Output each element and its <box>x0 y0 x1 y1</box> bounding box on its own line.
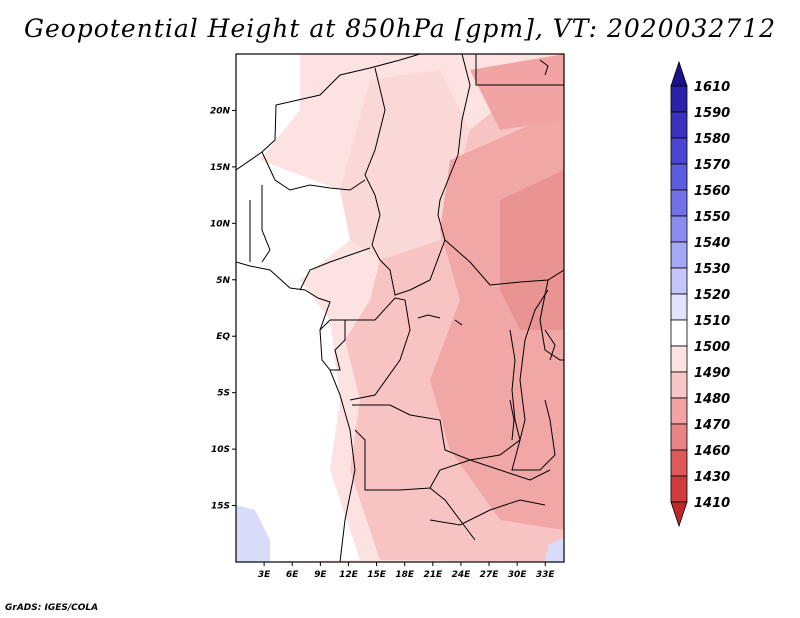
lat-tick-label: 15S <box>211 502 230 512</box>
colorbar-label: 1570 <box>694 158 730 173</box>
colorbar-swatch <box>670 319 688 347</box>
lon-tick-label: 21E <box>423 570 443 580</box>
border-sudan-east <box>475 54 564 86</box>
colorbar-swatch <box>670 189 688 217</box>
lon-tick-label: 27E <box>480 570 500 580</box>
field-region-1520-se <box>545 538 564 562</box>
lat-tick-label: 5N <box>216 276 230 286</box>
colorbar-label: 1530 <box>694 262 730 277</box>
border-lake-east <box>509 329 556 471</box>
lon-tick-label: 3E <box>258 570 271 580</box>
border-zambia <box>429 459 551 489</box>
colorbar-label: 1520 <box>694 288 730 303</box>
lake-mark-4 <box>544 329 556 361</box>
colorbar-label: 1410 <box>694 496 730 511</box>
border-east-1 <box>539 279 564 361</box>
colorbar-label: 1590 <box>694 106 730 121</box>
lon-tick-label: 33E <box>536 570 556 580</box>
colorbar-label: 1510 <box>694 314 730 329</box>
colorbar-label: 1560 <box>694 184 730 199</box>
border-drc-south <box>352 289 549 461</box>
colorbar-label: 1490 <box>694 366 730 381</box>
field-region-1510-north <box>236 54 280 130</box>
colorbar-swatch <box>670 371 688 399</box>
lon-axis: 3E 6E 9E 12E 15E 18E 21E 24E 27E 30E 33E <box>258 562 556 580</box>
colorbar-swatch <box>670 501 688 528</box>
border-gabon <box>319 319 346 371</box>
lake-mark-5 <box>539 59 549 76</box>
colorbar-label: 1480 <box>694 392 730 407</box>
colorbar-label: 1540 <box>694 236 730 251</box>
colorbar-label: 1580 <box>694 132 730 147</box>
colorbar-label: 1610 <box>694 80 730 95</box>
lat-tick-label: 10N <box>210 219 231 229</box>
chart-title: Geopotential Height at 850hPa [gpm], VT:… <box>23 14 777 43</box>
border-angola <box>354 429 476 541</box>
border-south <box>429 499 546 526</box>
colorbar-swatch <box>670 60 688 87</box>
lat-tick-label: 15N <box>210 163 231 173</box>
map-frame <box>235 53 565 563</box>
border-nigeria <box>261 151 366 191</box>
colorbar-swatch <box>670 293 688 321</box>
border-sudan <box>437 54 564 286</box>
colorbar-label: 1550 <box>694 210 730 225</box>
border-north-2 <box>364 67 386 246</box>
lat-tick-label: 20N <box>210 106 231 116</box>
colorbar-swatch <box>670 345 688 373</box>
border-cameroon <box>299 247 371 291</box>
lon-tick-label: 30E <box>508 570 528 580</box>
colorbar-swatch <box>670 397 688 425</box>
colorbar-swatch <box>670 111 688 139</box>
border-congo <box>345 297 411 401</box>
colorbar-swatch <box>670 449 688 477</box>
lat-tick-label: EQ <box>216 332 230 342</box>
colorbar-swatch <box>670 423 688 451</box>
colorbar-swatch <box>670 215 688 243</box>
colorbar-swatch <box>670 267 688 295</box>
lake-mark-1 <box>417 314 441 319</box>
colorbar-swatch <box>670 241 688 269</box>
grads-credit: GrADS: IGES/COLA <box>5 603 99 613</box>
colorbar-swatch <box>670 137 688 165</box>
border-north-1 <box>236 54 421 171</box>
border-car <box>371 239 446 296</box>
lake-mark-2 <box>454 319 463 326</box>
lon-tick-label: 24E <box>452 570 472 580</box>
lon-tick-label: 9E <box>314 570 327 580</box>
lon-tick-label: 12E <box>339 570 359 580</box>
lake-mark-3 <box>509 399 515 441</box>
colorbar-label: 1430 <box>694 470 730 485</box>
lat-tick-label: 5S <box>217 389 230 399</box>
field-region-1485-b <box>470 54 564 130</box>
colorbar-swatch <box>670 475 688 503</box>
lon-tick-label: 6E <box>286 570 299 580</box>
colorbar-label: 1500 <box>694 340 730 355</box>
field-region-1520-sw <box>236 505 270 562</box>
border-nigeria-2 <box>261 185 271 263</box>
colorbar-label: 1460 <box>694 444 730 459</box>
field-region-1510 <box>236 54 360 562</box>
field-region-1500 <box>340 70 470 260</box>
colorbar-swatch <box>670 163 688 191</box>
colorbar-label: 1470 <box>694 418 730 433</box>
colorbar-swatch <box>670 85 688 113</box>
lat-tick-label: 10S <box>211 445 230 455</box>
lon-tick-label: 18E <box>395 570 415 580</box>
lon-tick-label: 15E <box>367 570 387 580</box>
lat-axis: 20N 15N 10N 5N EQ 5S 10S 15S <box>210 106 236 512</box>
